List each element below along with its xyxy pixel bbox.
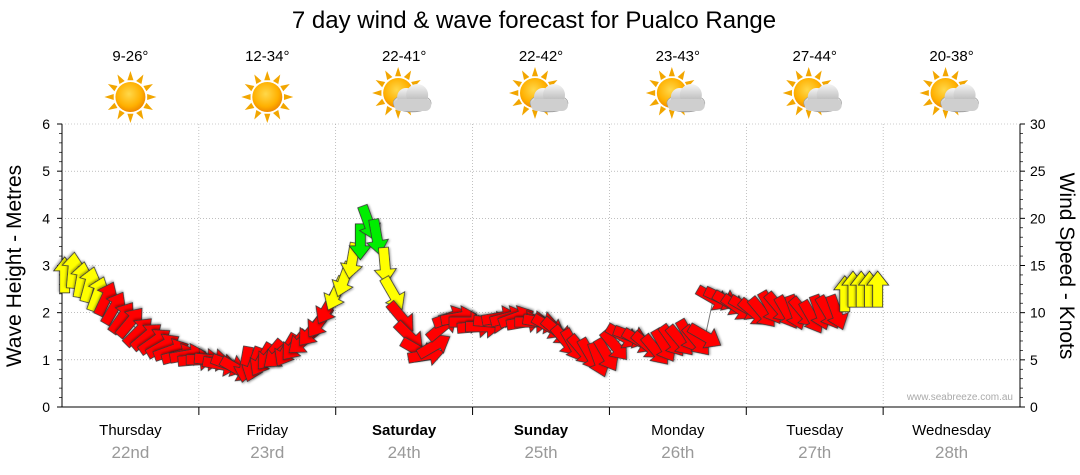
left-tick-label: 6 <box>42 116 50 132</box>
left-tick-label: 0 <box>42 399 50 415</box>
day-name: Saturday <box>372 422 437 439</box>
day-date: 28th <box>935 443 968 462</box>
day-date: 27th <box>798 443 831 462</box>
day-name: Sunday <box>514 422 569 439</box>
partly-cloudy-icon <box>509 67 569 119</box>
grid-lines <box>62 123 1020 415</box>
left-tick-label: 2 <box>42 305 50 321</box>
right-tick-label: 30 <box>1030 116 1046 132</box>
day-temperature: 20-38° <box>929 48 973 65</box>
wind-arrow <box>865 270 890 308</box>
right-axis-ticks: 0 5 10 15 20 25 30 <box>1020 116 1046 415</box>
left-tick-label: 1 <box>42 352 50 368</box>
partly-cloudy-icon <box>919 67 979 119</box>
left-tick-label: 5 <box>42 163 50 179</box>
day-labels: Thursday 22nd Friday 23rd Saturday 24th Sunday… <box>99 422 991 462</box>
right-tick-label: 10 <box>1030 305 1046 321</box>
right-tick-label: 25 <box>1030 163 1046 179</box>
day-name: Thursday <box>99 422 162 439</box>
day-date: 22nd <box>112 443 150 462</box>
day-temperature: 27-44° <box>793 48 837 65</box>
temperature-row: 9-26° 12-34° 22-41° 22-42° 23-43° 27-44° 20-38… <box>112 48 973 65</box>
wind-arrow <box>686 322 722 349</box>
day-name: Wednesday <box>912 422 991 439</box>
day-date: 25th <box>524 443 557 462</box>
day-temperature: 23-43° <box>656 48 700 65</box>
day-date: 23rd <box>250 443 284 462</box>
right-axis-label: Wind Speed - Knots <box>1055 173 1078 360</box>
right-tick-label: 5 <box>1030 352 1038 368</box>
day-date: 26th <box>661 443 694 462</box>
wind-arrows <box>52 203 890 383</box>
credit-text: www.seabreeze.com.au <box>906 392 1013 403</box>
wind-arrow <box>373 246 398 285</box>
wind-arrow <box>379 275 406 310</box>
right-tick-label: 15 <box>1030 258 1046 274</box>
partly-cloudy-icon <box>782 67 843 119</box>
day-temperature: 9-26° <box>112 48 148 65</box>
day-name: Monday <box>651 422 705 439</box>
right-tick-label: 0 <box>1030 399 1038 415</box>
wind-arrow <box>825 293 849 331</box>
partly-cloudy-icon <box>372 67 432 119</box>
left-tick-label: 3 <box>42 258 50 274</box>
right-tick-label: 20 <box>1030 210 1046 226</box>
sun-icon <box>241 71 294 123</box>
partly-cloudy-icon <box>645 67 706 119</box>
day-name: Friday <box>246 422 288 439</box>
wind-arrow <box>415 333 451 360</box>
weather-icons <box>104 67 979 123</box>
left-axis-ticks: 0 1 2 3 4 5 6 <box>42 116 62 415</box>
left-tick-label: 4 <box>42 210 50 226</box>
sun-icon <box>104 71 157 123</box>
day-temperature: 22-41° <box>382 48 426 65</box>
wind-arrow <box>365 218 390 256</box>
left-axis-label: Wave Height - Metres <box>3 165 26 367</box>
chart-title: 7 day wind & wave forecast for Pualco Ra… <box>292 7 776 34</box>
day-temperature: 12-34° <box>245 48 289 65</box>
day-date: 24th <box>388 443 421 462</box>
day-name: Tuesday <box>786 422 843 439</box>
day-temperature: 22-42° <box>519 48 563 65</box>
